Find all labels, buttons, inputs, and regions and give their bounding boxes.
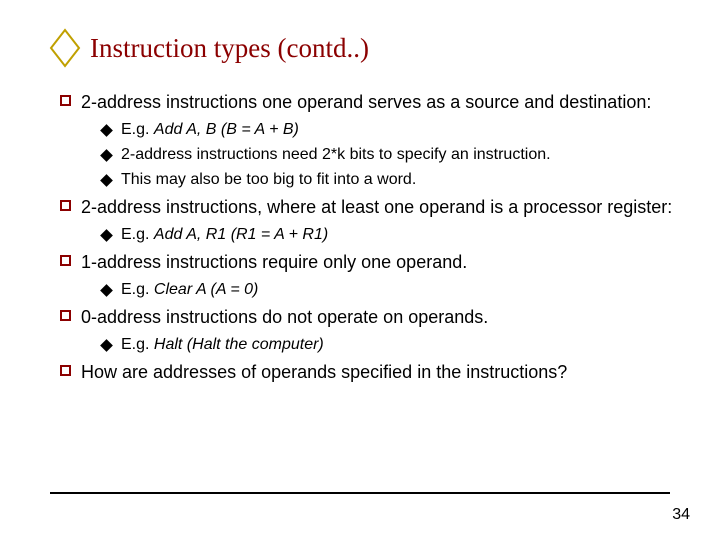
sub-bullet-item: E.g. Add A, R1 (R1 = A + R1): [100, 225, 680, 246]
sub-bullet-text: 2-address instructions need 2*k bits to …: [121, 145, 551, 166]
sub-bullet-item: E.g. Clear A (A = 0): [100, 280, 680, 301]
bullet-item: 1-address instructions require only one …: [60, 250, 680, 274]
square-bullet-icon: [60, 95, 71, 106]
slide: Instruction types (contd..) 2-address in…: [0, 0, 720, 540]
example-code: Clear A (A = 0): [154, 281, 258, 298]
bullet-text: 2-address instructions, where at least o…: [81, 195, 672, 219]
sub-bullet-text: This may also be too big to fit into a w…: [121, 170, 416, 191]
diamond-bullet-icon: [100, 124, 113, 137]
example-code: Add A, B (B = A + B): [154, 121, 299, 138]
sub-bullet-text: E.g. Add A, B (B = A + B): [121, 120, 299, 141]
bullet-item: How are addresses of operands specified …: [60, 360, 680, 384]
sub-bullet-item: E.g. Add A, B (B = A + B): [100, 120, 680, 141]
bullet-text: 0-address instructions do not operate on…: [81, 305, 488, 329]
slide-title-row: Instruction types (contd..): [48, 28, 672, 68]
bullet-item: 2-address instructions one operand serve…: [60, 90, 680, 114]
example-prefix: E.g.: [121, 281, 154, 298]
square-bullet-icon: [60, 255, 71, 266]
bullet-item: 0-address instructions do not operate on…: [60, 305, 680, 329]
example-code: Add A, R1 (R1 = A + R1): [154, 226, 328, 243]
diamond-bullet-icon: [100, 149, 113, 162]
sub-bullet-item: E.g. Halt (Halt the computer): [100, 335, 680, 356]
diamond-bullet-icon: [100, 174, 113, 187]
example-prefix: E.g.: [121, 336, 154, 353]
slide-content: 2-address instructions one operand serve…: [60, 90, 680, 390]
sub-bullet-text: E.g. Clear A (A = 0): [121, 280, 258, 301]
bullet-text: How are addresses of operands specified …: [81, 360, 567, 384]
sub-bullet-item: 2-address instructions need 2*k bits to …: [100, 145, 680, 166]
sub-bullet-text: E.g. Halt (Halt the computer): [121, 335, 324, 356]
diamond-bullet-icon: [100, 284, 113, 297]
sub-bullet-item: This may also be too big to fit into a w…: [100, 170, 680, 191]
bullet-text: 1-address instructions require only one …: [81, 250, 467, 274]
example-prefix: E.g.: [121, 121, 154, 138]
diamond-bullet-icon: [100, 229, 113, 242]
slide-title: Instruction types (contd..): [90, 33, 369, 64]
bullet-text: 2-address instructions one operand serve…: [81, 90, 651, 114]
footer-divider: [50, 492, 670, 494]
square-bullet-icon: [60, 310, 71, 321]
page-number: 34: [672, 506, 690, 524]
bullet-item: 2-address instructions, where at least o…: [60, 195, 680, 219]
diamond-bullet-icon: [100, 339, 113, 352]
example-code: Halt (Halt the computer): [154, 336, 324, 353]
square-bullet-icon: [60, 200, 71, 211]
diamond-icon: [48, 28, 82, 68]
example-prefix: E.g.: [121, 226, 154, 243]
sub-bullet-text: E.g. Add A, R1 (R1 = A + R1): [121, 225, 328, 246]
square-bullet-icon: [60, 365, 71, 376]
